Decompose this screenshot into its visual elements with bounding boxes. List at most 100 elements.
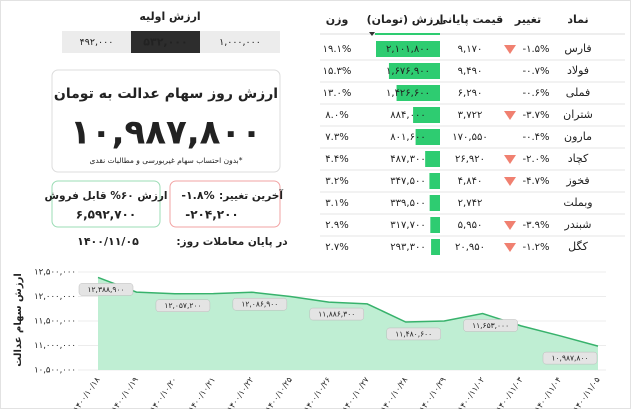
value-label: ۸۸۴,۰۰۰ [390,110,425,121]
option-button[interactable] [131,31,200,53]
weight: ۲.۷% [325,242,348,253]
value-bar [388,63,440,79]
change: -۴.۷% [522,176,549,187]
value-label: ۸۰۱,۶۰۰ [390,132,425,143]
point-label: ۱۲,۳۸۸,۹۰۰ [88,285,125,294]
sort-arrow [369,32,375,36]
table-header: ارزش (تومان) [367,13,444,26]
change: -۳.۹% [522,220,549,231]
summary-value: ۱۰,۹۸۷,۸۰۰ [70,113,262,153]
value-bar [413,107,440,123]
value-bar [415,129,440,145]
change: -۳.۷% [522,110,549,121]
value-label: ۳۱۷,۷۰۰ [390,220,425,231]
change: -۱.۲% [522,242,549,253]
symbol: فخوز [565,174,589,187]
value-label: ۴۸۷,۳۰۰ [390,154,425,165]
value-bar [429,195,440,211]
weight: ۴.۴% [325,154,348,165]
y-tick-label: ۱۲,۵۰۰,۰۰۰ [34,268,76,278]
summary-title: ارزش روز سهام عدالت به تومان [54,86,278,102]
sellable-card [51,180,161,228]
value-label-box [386,327,441,341]
point-label: ۱۲,۰۸۶,۹۰۰ [241,300,278,309]
down-arrow [504,177,516,186]
point-label: ۱۱,۴۸۰,۶۰۰ [395,329,432,338]
table-header: قیمت پایانی [437,13,503,26]
symbol: شبندر [564,218,592,231]
summary-card [51,69,281,173]
change: -۰.۴% [522,132,549,143]
weight: ۳.۱% [325,198,348,209]
weight: ۱۳.۰% [323,88,352,99]
value-bar [376,41,440,57]
symbol: کگل [568,240,588,253]
price: ۲۶,۹۲۰ [455,154,485,165]
price: ۱۷۰,۵۵۰ [452,132,487,143]
symbol: کچاد [568,152,589,165]
y-axis-title: ارزش سهام عدالت [13,273,24,367]
price: ۹,۱۷۰ [458,44,483,55]
weight: ۲.۹% [325,220,348,231]
price: ۹,۴۹۰ [458,66,483,77]
y-tick-label: ۱۱,۰۰۰,۰۰۰ [34,341,76,351]
down-arrow [504,221,516,230]
value-label-box [155,299,211,312]
value-label: ۱,۴۲۶,۶۰۰ [386,88,430,99]
value-label-box [542,351,598,365]
down-arrow [504,243,516,252]
price: ۲۰,۹۵۰ [455,242,485,253]
value-label-box [309,307,365,321]
area [98,277,598,370]
change-percent: -۱.۸% [181,189,214,202]
symbol: فملی [566,86,590,99]
option-button[interactable] [62,31,131,53]
change-value: -۲۰۴,۲۰۰ [185,208,238,222]
value-label: ۱,۶۷۶,۹۰۰ [386,66,430,77]
y-tick-label: ۱۲,۰۰۰,۰۰۰ [34,292,76,302]
sellable-value: ۶,۵۹۲,۷۰۰ [76,208,136,222]
change: -۲.۰% [522,154,549,165]
value-label-box [232,297,288,311]
option-label[interactable]: ۱,۰۰۰,۰۰۰ [219,37,261,48]
value-label: ۳۴۷,۵۰۰ [390,176,425,187]
down-arrow [504,155,516,164]
change: -۰.۶% [522,88,549,99]
value-bar [396,85,440,101]
value-bar [431,239,440,255]
value-label-box [463,319,518,332]
option-label[interactable]: ۵۳۲,۰۰۰ [143,36,187,49]
symbol: شتران [563,108,593,121]
option-button[interactable] [200,31,280,53]
selector-title: ارزش اولیه [139,10,200,23]
weight: ۷.۳% [325,132,348,143]
change-title: آخرین تغییر: [219,189,283,202]
option-label[interactable]: ۴۹۲,۰۰۰ [80,37,114,48]
weight: ۸.۰% [325,110,348,121]
symbol: فارس [564,42,591,55]
value-bar [429,173,440,189]
value-bar [430,217,440,233]
down-arrow [504,45,516,54]
point-label: ۱۱,۸۸۶,۳۰۰ [318,310,355,319]
symbol: وبملت [563,196,592,209]
weight: ۱۹.۱% [323,44,352,55]
down-arrow [504,111,516,120]
price: ۳,۷۲۲ [458,110,483,121]
point-label: ۱۰,۹۸۷,۸۰۰ [552,354,589,363]
summary-note: *بدون احتساب سهام غیربورسی و مطالبات نقد… [90,156,243,165]
sellable-title: ارزش ۶۰% قابل فروش [44,190,167,202]
change: -۱.۵% [522,44,549,55]
point-label: ۱۲,۰۵۷,۲۰۰ [164,301,201,310]
y-tick-label: ۱۱,۵۰۰,۰۰۰ [34,317,76,327]
date-value: ۱۴۰۰/۱۱/۰۵ [77,235,139,248]
weight: ۱۵.۳% [323,66,352,77]
y-tick-label: ۱۰,۵۰۰,۰۰۰ [34,366,76,376]
value-label: ۳۳۹,۵۰۰ [390,198,425,209]
table-header: نماد [567,13,588,26]
value-label: ۲,۱۰۱,۸۰۰ [386,44,430,55]
symbol: فولاد [567,64,589,77]
price: ۶,۲۹۰ [458,88,483,99]
date-label: در پایان معاملات روز: [176,236,288,248]
